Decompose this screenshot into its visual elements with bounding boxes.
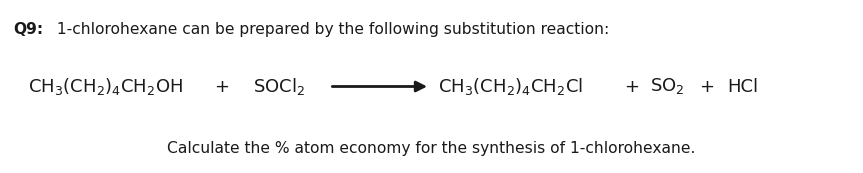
- Text: CH$_3$(CH$_2$)$_4$CH$_2$Cl: CH$_3$(CH$_2$)$_4$CH$_2$Cl: [438, 76, 583, 97]
- Text: HCl: HCl: [728, 78, 759, 95]
- Text: Q9:: Q9:: [13, 22, 43, 38]
- Text: +: +: [624, 78, 639, 95]
- Text: SO$_2$: SO$_2$: [650, 76, 684, 97]
- Text: 1-chlorohexane can be prepared by the following substitution reaction:: 1-chlorohexane can be prepared by the fo…: [52, 22, 609, 38]
- Text: +: +: [214, 78, 229, 95]
- Text: CH$_3$(CH$_2$)$_4$CH$_2$OH: CH$_3$(CH$_2$)$_4$CH$_2$OH: [28, 76, 184, 97]
- Text: SOCl$_2$: SOCl$_2$: [253, 76, 305, 97]
- Text: Calculate the % atom economy for the synthesis of 1-chlorohexane.: Calculate the % atom economy for the syn…: [167, 141, 696, 156]
- Text: +: +: [699, 78, 714, 95]
